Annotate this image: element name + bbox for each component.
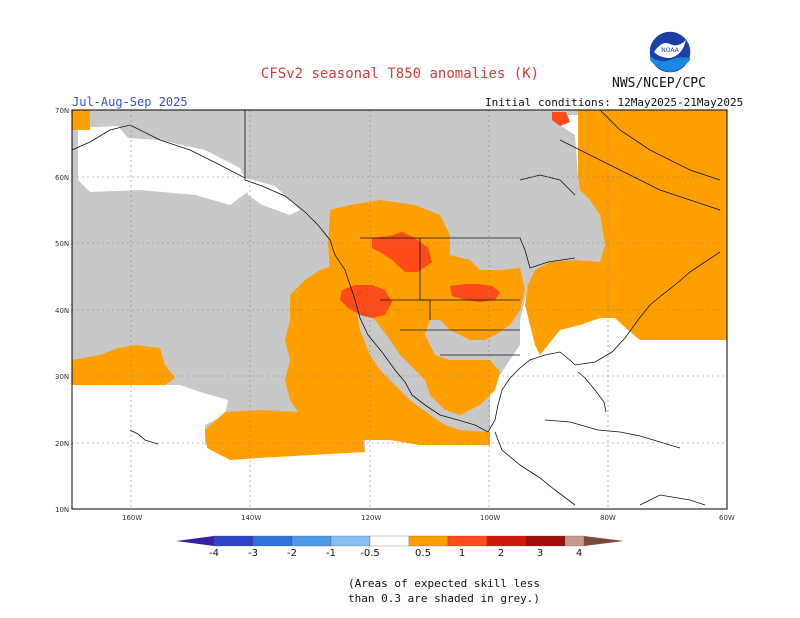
colorbar-label: -2	[287, 548, 297, 559]
footnote: (Areas of expected skill less than 0.3 a…	[348, 576, 540, 606]
graticule	[72, 110, 727, 509]
colorbar-bin	[213, 535, 254, 547]
map-plot-area	[72, 110, 727, 509]
colorbar-label: 3	[537, 548, 543, 559]
coastlines	[72, 110, 721, 506]
svg-text:NOAA: NOAA	[661, 47, 679, 54]
colorbar-bin	[252, 535, 293, 547]
colorbar-bin	[486, 535, 527, 547]
colorbar-label: -3	[248, 548, 258, 559]
colorbar-bin	[564, 535, 585, 547]
lat-label: 70N	[55, 107, 69, 115]
agency-label: NWS/NCEP/CPC	[612, 76, 706, 91]
colorbar-label: 1	[459, 548, 465, 559]
noaa-logo-icon: NOAA	[648, 30, 692, 74]
lat-label: 60N	[55, 174, 69, 182]
season-label: Jul-Aug-Sep 2025	[72, 95, 188, 109]
initial-conditions-label: Initial conditions: 12May2025-21May2025	[485, 96, 744, 109]
lon-label: 100W	[480, 514, 500, 522]
colorbar-bin	[525, 535, 566, 547]
colorbar-bin	[447, 535, 488, 547]
longitude-labels: 160W 140W 120W 100W 80W 60W	[122, 514, 735, 522]
lon-label: 120W	[361, 514, 381, 522]
warm-anomaly-0-5-to-1	[72, 110, 727, 460]
footnote-line: than 0.3 are shaded in grey.)	[348, 592, 541, 605]
colorbar-label: 4	[576, 548, 582, 559]
colorbar-label: 0.5	[415, 548, 431, 559]
colorbar-bin	[408, 535, 449, 547]
latitude-labels: 70N 60N 50N 40N 30N 20N 10N	[55, 107, 69, 514]
colorbar-arrow-right	[584, 536, 624, 546]
map-frame	[71, 109, 728, 510]
lon-label: 80W	[600, 514, 616, 522]
colorbar-bin	[291, 535, 332, 547]
colorbar-bin	[330, 535, 371, 547]
lon-label: 140W	[241, 514, 261, 522]
colorbar-arrow-left	[176, 536, 214, 546]
lat-label: 30N	[55, 373, 69, 381]
white-regions	[72, 126, 727, 509]
colorbar-label: 2	[498, 548, 504, 559]
footnote-line: (Areas of expected skill less	[348, 577, 541, 590]
lat-label: 50N	[55, 240, 69, 248]
lat-label: 10N	[55, 506, 69, 514]
lon-label: 160W	[122, 514, 142, 522]
colorbar: -4 -3 -2 -1 -0.5 0.5 1 2 3 4	[176, 535, 624, 559]
lon-label: 60W	[719, 514, 735, 522]
colorbar-bin	[369, 535, 410, 547]
colorbar-label: -0.5	[360, 548, 380, 559]
colorbar-label: -4	[209, 548, 219, 559]
lat-label: 20N	[55, 440, 69, 448]
lat-label: 40N	[55, 307, 69, 315]
page-title: CFSv2 seasonal T850 anomalies (K)	[260, 66, 540, 82]
colorbar-label: -1	[326, 548, 336, 559]
